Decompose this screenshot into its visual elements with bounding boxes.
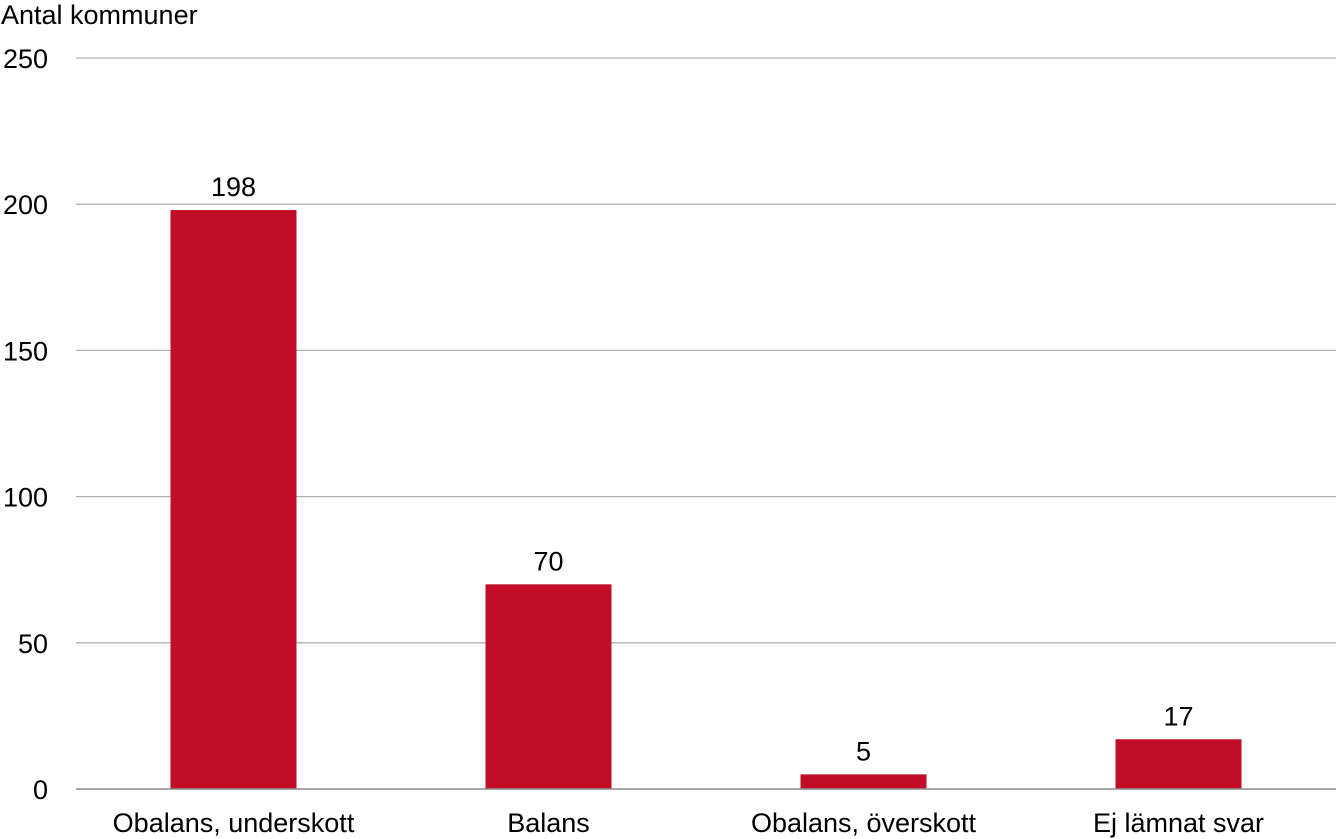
- y-tick-label: 150: [3, 336, 48, 366]
- x-axis-categories: Obalans, underskott Balans Obalans, översk…: [113, 808, 1264, 838]
- bar: [170, 210, 297, 790]
- bar: [800, 774, 927, 789]
- x-category-label: Balans: [507, 808, 590, 838]
- y-tick-label: 0: [33, 775, 48, 805]
- bar: [1115, 739, 1242, 789]
- y-tick-label: 100: [3, 483, 48, 513]
- bars: [170, 210, 1242, 790]
- y-tick-label: 50: [18, 629, 48, 659]
- x-category-label: Obalans, underskott: [113, 808, 355, 838]
- x-category-label: Obalans, överskott: [751, 808, 977, 838]
- bar: [485, 584, 612, 789]
- x-category-label: Ej lämnat svar: [1093, 808, 1264, 838]
- bar-value-label: 5: [856, 736, 871, 766]
- y-axis-ticks: 0 50 100 150 200 250: [3, 44, 48, 805]
- y-tick-label: 200: [3, 190, 48, 220]
- bar-value-label: 198: [211, 172, 256, 202]
- data-labels: 198 70 5 17: [211, 172, 1194, 766]
- y-axis-label: Antal kommuner: [1, 0, 198, 30]
- bar-value-label: 17: [1163, 701, 1193, 731]
- bar-value-label: 70: [533, 546, 563, 576]
- y-tick-label: 250: [3, 44, 48, 74]
